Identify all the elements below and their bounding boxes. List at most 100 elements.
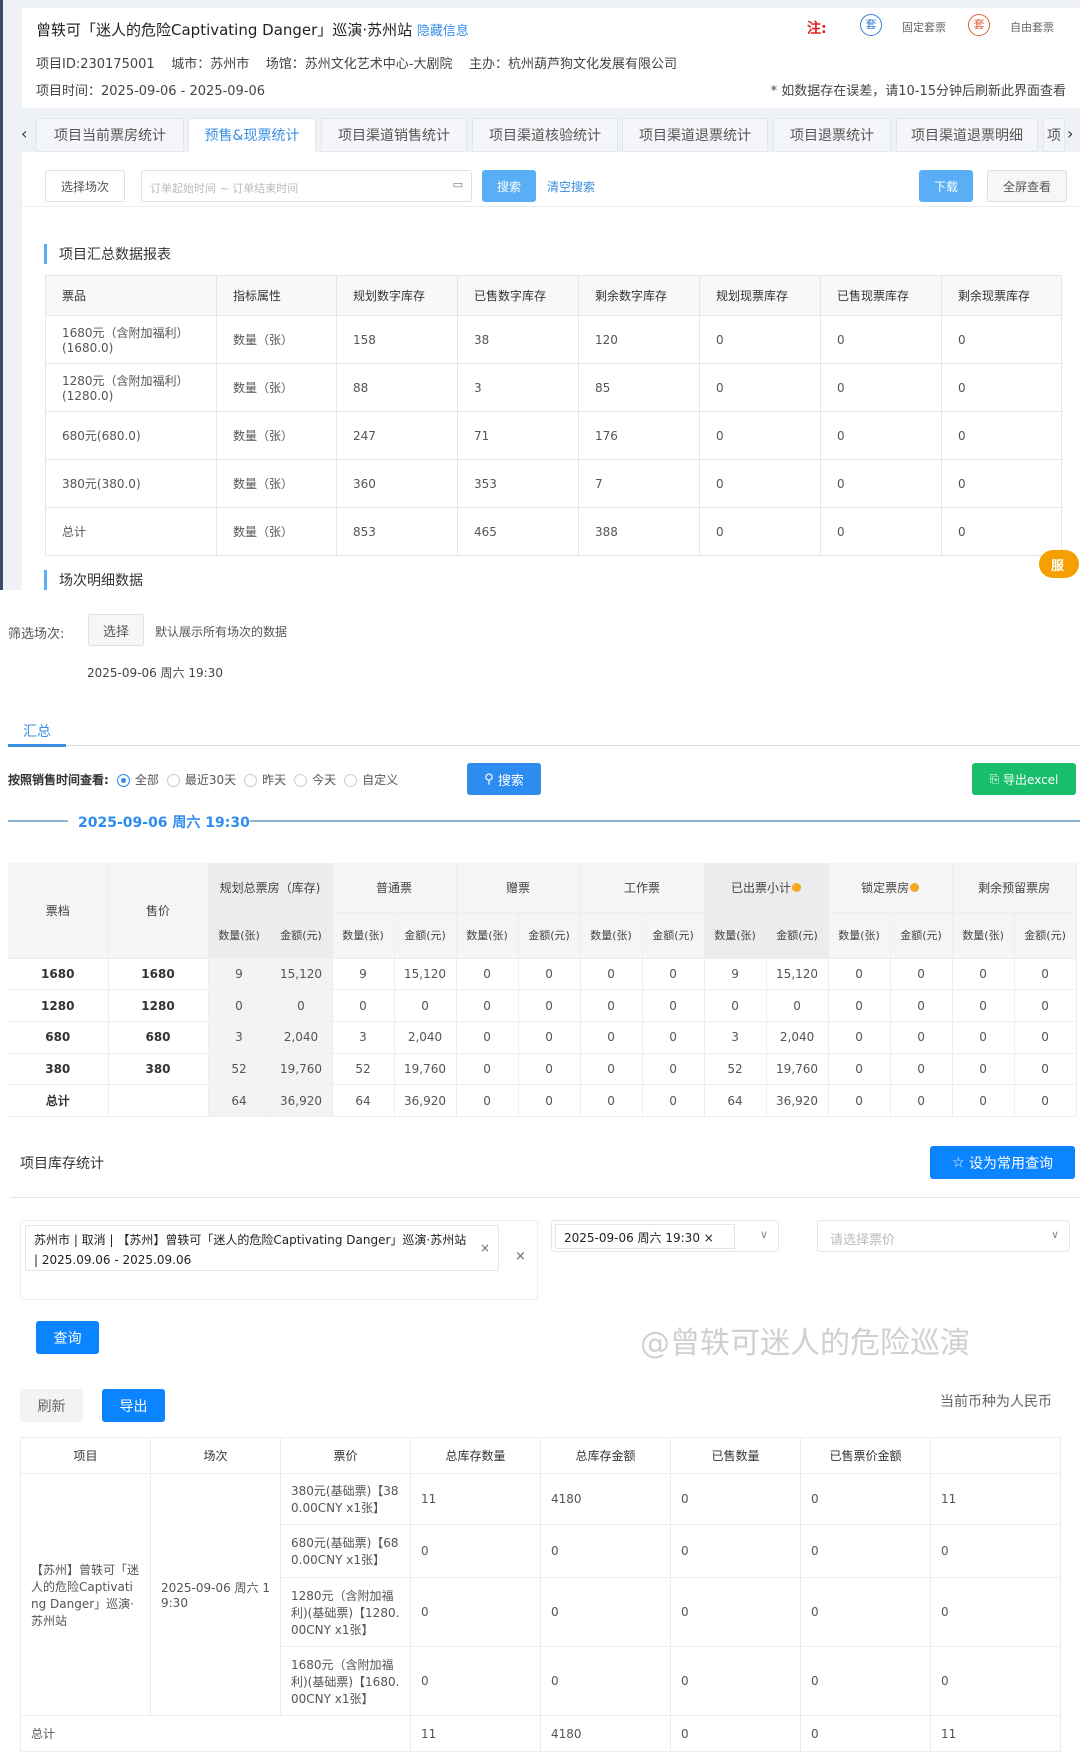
summary-cell: 388 bbox=[578, 507, 700, 556]
order-date-range-input[interactable]: 订单起始时间 ~ 订单结束时间 ▭ bbox=[141, 170, 472, 202]
chevron-down-icon: ∨ bbox=[1050, 1228, 1059, 1241]
choose-session-button[interactable]: 选择 bbox=[88, 614, 144, 646]
detail-cell: 0 bbox=[518, 958, 581, 991]
radio-4[interactable] bbox=[344, 774, 358, 787]
session-hint: 默认展示所有场次的数据 bbox=[155, 625, 288, 639]
detail-cell: 0 bbox=[456, 989, 519, 1022]
radio-3[interactable] bbox=[294, 774, 308, 787]
export-button[interactable]: 导出 bbox=[102, 1389, 165, 1422]
summary-header: 规划数字库存 bbox=[336, 275, 458, 316]
favorite-query-button[interactable]: ☆ 设为常用查询 bbox=[930, 1146, 1075, 1179]
detail-cell: 0 bbox=[456, 1084, 519, 1117]
detail-cell: 3 bbox=[208, 1021, 271, 1054]
detail-cell: 380 bbox=[108, 1053, 209, 1086]
summary-cell: 0 bbox=[941, 315, 1062, 364]
session-search-button[interactable]: ⚲ 搜索 bbox=[467, 763, 541, 795]
tabs-next-arrow[interactable]: › bbox=[1067, 124, 1074, 143]
search-button[interactable]: 搜索 bbox=[482, 170, 536, 202]
table-row: 680元(基础票)【680.00CNY x1张】 0 0 0 0 0 bbox=[21, 1524, 1061, 1578]
summary-cell: 数量（张） bbox=[216, 363, 337, 412]
inventory-header: 项目 bbox=[20, 1437, 151, 1474]
filter-session-label: 筛选场次: bbox=[8, 627, 65, 642]
session-select[interactable]: 2025-09-06 周六 19:30 × ∨ bbox=[551, 1220, 779, 1252]
project-select[interactable]: 苏州市 | 取消 | 【苏州】曾轶可「迷人的危险Captivating Dang… bbox=[20, 1220, 538, 1300]
watermark: @曾轶可迷人的危险巡演 bbox=[640, 1326, 970, 1361]
total-label: 总计 bbox=[20, 1715, 411, 1752]
summary-cell: 0 bbox=[699, 411, 821, 460]
note-label: 注: bbox=[807, 21, 827, 37]
download-button[interactable]: 下载 bbox=[919, 170, 973, 202]
sub-header: 金额(元) bbox=[890, 912, 953, 959]
sub-header: 数量(张) bbox=[332, 912, 395, 959]
detail-cell: 0 bbox=[456, 958, 519, 991]
select-session-button[interactable]: 选择场次 bbox=[45, 170, 125, 202]
summary-cell: 3 bbox=[457, 363, 579, 412]
inventory-cell: 0 bbox=[930, 1646, 1061, 1716]
info-dot-icon[interactable] bbox=[910, 882, 920, 892]
detail-cell: 0 bbox=[518, 1021, 581, 1054]
tab-7[interactable]: 项 bbox=[1043, 118, 1065, 152]
tab-2[interactable]: 项目渠道销售统计 bbox=[321, 118, 467, 152]
summary-header: 已售数字库存 bbox=[457, 275, 579, 316]
hide-info-link[interactable]: 隐藏信息 bbox=[416, 24, 469, 39]
summary-cell: 0 bbox=[699, 315, 821, 364]
tab-6[interactable]: 项目渠道退票明细 bbox=[896, 118, 1038, 152]
remove-tag-icon[interactable]: × bbox=[479, 1241, 490, 1255]
inventory-header: 已售数量 bbox=[670, 1437, 801, 1474]
selected-session-date: 2025-09-06 周六 19:30 bbox=[87, 666, 223, 680]
summary-cell: 0 bbox=[941, 507, 1062, 556]
price-select[interactable]: 请选择票价 ∨ bbox=[817, 1220, 1070, 1252]
total-cell: 11 bbox=[930, 1715, 1061, 1752]
group-label: 工作票 bbox=[624, 880, 661, 895]
col-price: 售价 bbox=[108, 863, 209, 959]
inventory-cell: 1680元（含附加福利)(基础票)【1680.00CNY x1张】 bbox=[280, 1646, 411, 1716]
radio-label: 全部 bbox=[134, 773, 159, 787]
summary-table: 票品 指标属性 规划数字库存 已售数字库存 剩余数字库存 规划现票库存 已售现票库存 剩余现票… bbox=[45, 275, 1062, 556]
calendar-icon: ▭ bbox=[452, 178, 463, 191]
project-time: 项目时间：2025-09-06 - 2025-09-06 bbox=[36, 84, 266, 99]
service-float-button[interactable]: 服 bbox=[1039, 550, 1079, 578]
table-row: 【苏州】曾轶可「迷人的危险Captivating Danger」巡演·苏州站 20… bbox=[20, 1473, 1061, 1716]
tabs-prev-arrow[interactable]: ‹ bbox=[21, 124, 28, 143]
clear-select-icon[interactable]: × bbox=[515, 1249, 526, 1264]
project-city: 城市：苏州市 bbox=[171, 57, 250, 72]
query-button[interactable]: 查询 bbox=[36, 1321, 99, 1354]
export-icon: ⎘ bbox=[989, 771, 1004, 786]
tab-1[interactable]: 预售&现票统计 bbox=[188, 118, 316, 152]
tab-3[interactable]: 项目渠道核验统计 bbox=[472, 118, 618, 152]
summary-cell: 1680元（含附加福利）(1680.0) bbox=[45, 315, 217, 364]
summary-cell: 7 bbox=[578, 459, 700, 508]
group-header: 剩余预留票房 bbox=[952, 863, 1077, 913]
detail-cell: 0 bbox=[828, 989, 891, 1022]
summary-cell: 158 bbox=[336, 315, 458, 364]
fullscreen-button[interactable]: 全屏查看 bbox=[987, 170, 1067, 202]
refresh-button[interactable]: 刷新 bbox=[20, 1389, 83, 1422]
inventory-cell: 0 bbox=[800, 1577, 931, 1647]
remove-session-icon[interactable]: × bbox=[703, 1231, 714, 1245]
table-row: 总计 数量（张） 853 465 388 0 0 0 bbox=[45, 507, 1062, 556]
inventory-cell: 680元(基础票)【680.00CNY x1张】 bbox=[280, 1524, 411, 1578]
price-placeholder: 请选择票价 bbox=[830, 1233, 896, 1248]
col-tier: 票档 bbox=[8, 863, 109, 959]
tab-summary[interactable]: 汇总 bbox=[23, 724, 51, 740]
tab-4[interactable]: 项目渠道退票统计 bbox=[622, 118, 768, 152]
tab-0[interactable]: 项目当前票房统计 bbox=[36, 118, 184, 152]
inventory-header: 总库存数量 bbox=[410, 1437, 541, 1474]
detail-cell: 9 bbox=[332, 958, 395, 991]
group-label: 赠票 bbox=[506, 880, 531, 895]
detail-cell: 0 bbox=[952, 1021, 1015, 1054]
detail-cell: 0 bbox=[828, 1053, 891, 1086]
tab-5[interactable]: 项目退票统计 bbox=[773, 118, 891, 152]
detail-cell: 0 bbox=[952, 958, 1015, 991]
radio-1[interactable] bbox=[166, 774, 180, 787]
sub-header: 金额(元) bbox=[766, 912, 829, 959]
export-excel-button[interactable]: ⎘ 导出excel bbox=[972, 763, 1076, 795]
date-range-placeholder: 订单起始时间 ~ 订单结束时间 bbox=[150, 182, 299, 195]
detail-cell: 380 bbox=[8, 1053, 109, 1086]
inventory-cell: 0 bbox=[800, 1646, 931, 1716]
radio-0[interactable] bbox=[116, 774, 130, 787]
info-dot-icon[interactable] bbox=[792, 882, 802, 892]
summary-cell: 0 bbox=[820, 411, 942, 460]
radio-2[interactable] bbox=[244, 774, 258, 787]
clear-search-link[interactable]: 清空搜索 bbox=[547, 180, 596, 194]
